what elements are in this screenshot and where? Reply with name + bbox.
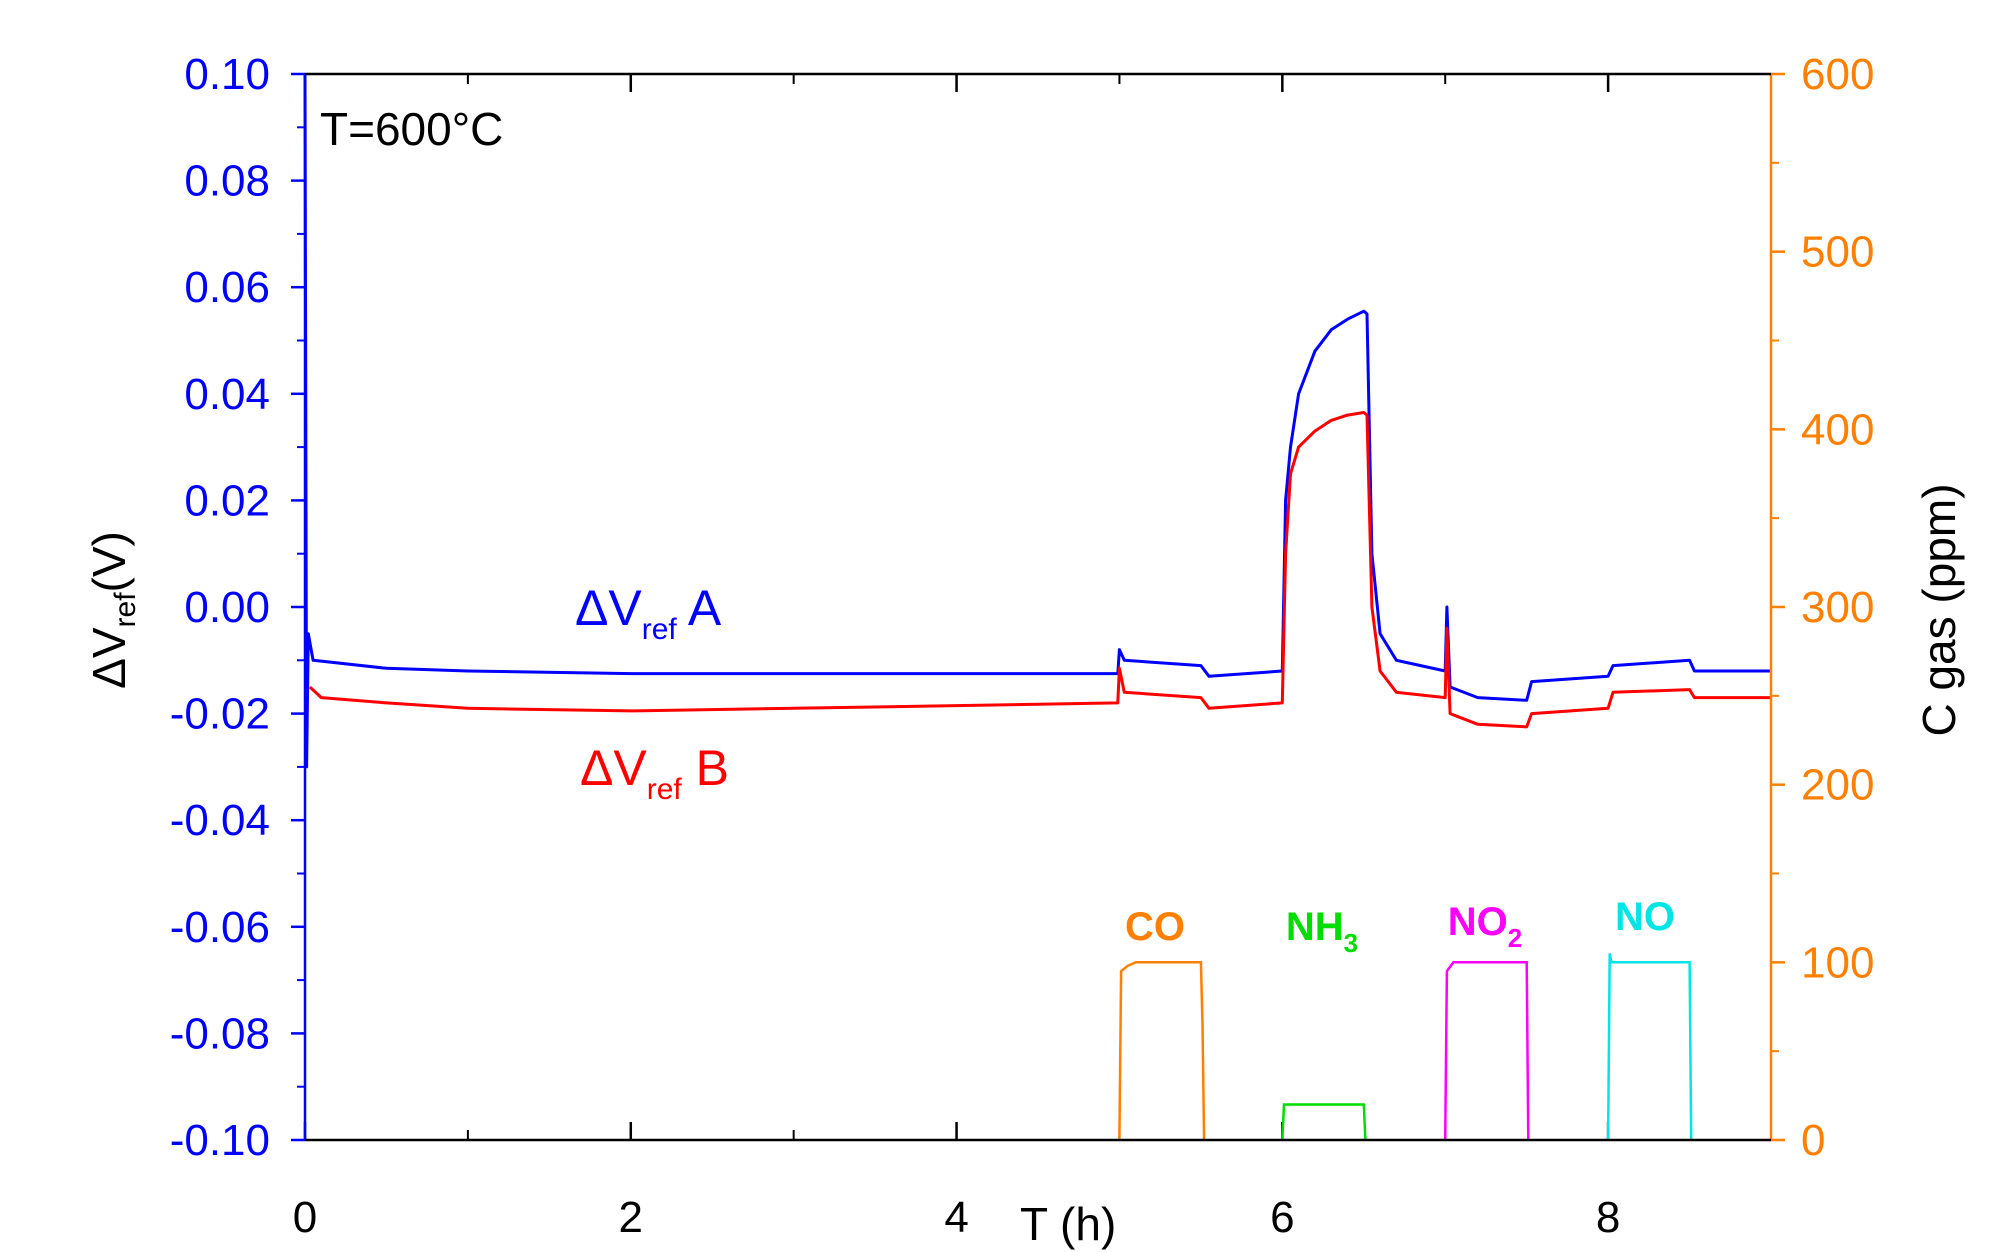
y-left-tick-label: 0.00 — [184, 583, 270, 632]
temperature-annotation: T=600°C — [320, 103, 503, 155]
labels: 0 2 4 6 8 0.10 0.08 0.06 0.04 0.02 0.00 -0.02 -0.04 -… — [170, 50, 1875, 1242]
y-axis-left-title: ΔVref(V) — [83, 531, 142, 689]
y-left-tick-label: -0.04 — [170, 796, 270, 845]
gas-label-nh3: NH3 — [1286, 905, 1358, 958]
y-right-tick-label: 500 — [1801, 228, 1874, 277]
gas-no-line — [1606, 953, 1693, 1141]
gas-nh3-line — [1281, 1103, 1367, 1141]
gas-label-nh3-name: NH — [1286, 905, 1344, 949]
gas-label-co-name: CO — [1125, 905, 1185, 949]
axis-ticks — [291, 72, 1785, 1142]
series-b-line — [308, 411, 1771, 729]
gas-label-no-name: NO — [1615, 895, 1675, 939]
y-right-tick-label: 400 — [1801, 405, 1874, 454]
gas-label-nh3-sub: 3 — [1344, 928, 1358, 958]
y-left-tick-label: -0.02 — [170, 690, 270, 739]
series-label-b-prefix: ΔV — [580, 740, 647, 796]
y-left-tick-label: 0.10 — [184, 50, 270, 99]
y-right-tick-label: 600 — [1801, 50, 1874, 99]
y-axis-left-title-suffix: (V) — [83, 531, 135, 592]
y-right-tick-label: 200 — [1801, 761, 1874, 810]
series-label-a: ΔVref A — [575, 580, 722, 646]
series-label-a-sub: ref — [642, 613, 678, 646]
gas-label-co: CO — [1125, 905, 1185, 949]
x-axis-title: T (h) — [1020, 1198, 1116, 1250]
series-label-a-suffix: A — [677, 580, 722, 636]
y-left-tick-label: 0.08 — [184, 157, 270, 206]
y-axis-left-title-prefix: ΔV — [83, 627, 135, 689]
y-right-tick-label: 0 — [1801, 1116, 1825, 1165]
y-left-tick-label: 0.02 — [184, 476, 270, 525]
gas-no2-line — [1443, 961, 1530, 1141]
series-label-a-prefix: ΔV — [575, 580, 642, 636]
gas-label-no2-name: NO — [1448, 900, 1508, 944]
series-label-b: ΔVref B — [580, 740, 729, 806]
y-axis-left-title-sub: ref — [109, 592, 142, 628]
x-tick-label: 4 — [944, 1193, 968, 1242]
y-left-tick-label: -0.10 — [170, 1116, 270, 1165]
y-left-tick-label: -0.06 — [170, 903, 270, 952]
y-right-tick-label: 100 — [1801, 938, 1874, 987]
x-tick-label: 2 — [619, 1193, 643, 1242]
y-axis-right-title: C gas (ppm) — [1913, 483, 1965, 736]
plot-area — [303, 73, 1771, 1141]
y-left-tick-label: 0.06 — [184, 263, 270, 312]
y-left-tick-label: 0.04 — [184, 370, 270, 419]
x-tick-label: 8 — [1596, 1193, 1620, 1242]
series-label-b-sub: ref — [647, 773, 683, 806]
series-a-line — [303, 73, 1771, 769]
y-right-tick-label: 300 — [1801, 583, 1874, 632]
series-label-b-suffix: B — [682, 740, 729, 796]
gas-label-no2-sub: 2 — [1508, 923, 1522, 953]
x-tick-label: 6 — [1270, 1193, 1294, 1242]
gas-label-no2: NO2 — [1448, 900, 1522, 953]
y-left-tick-label: -0.08 — [170, 1009, 270, 1058]
gas-label-no: NO — [1615, 895, 1675, 939]
gas-co-line — [1118, 961, 1206, 1141]
x-tick-label: 0 — [293, 1193, 317, 1242]
